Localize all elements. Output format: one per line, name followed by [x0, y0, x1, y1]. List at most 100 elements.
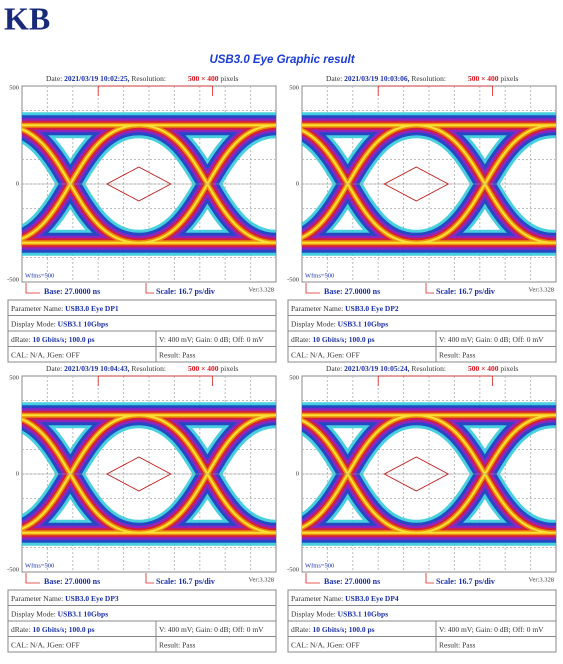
text-line: CAL: N/A, JGen: OFF — [291, 350, 360, 359]
marker-line — [377, 85, 493, 96]
text-part: CAL: N/A, JGen: OFF — [11, 350, 80, 359]
text-part: 2021/03/19 10:05:24, — [344, 364, 410, 373]
text-line: Result: Pass — [159, 350, 196, 359]
text-line: 500 × 400 pixels — [188, 364, 238, 373]
text-part: 500 × 400 — [188, 364, 219, 373]
text-part: 2021/03/19 10:02:25, — [64, 74, 130, 83]
text-line: Date: 2021/03/19 10:05:24, Resolution: — [326, 364, 446, 373]
text-line: Display Mode: USB3.1 10Gbps — [291, 609, 388, 618]
text-part: 500 × 400 — [188, 74, 219, 83]
text-line: Result: Pass — [159, 640, 196, 649]
text-line: CAL: N/A, JGen: OFF — [291, 640, 360, 649]
text-part: USB3.0 Eye DP1 — [65, 303, 119, 312]
text-part: USB3.1 10Gbps — [338, 319, 389, 328]
text-line: dRate: 10 Gbits/s; 100.0 ps — [291, 334, 375, 343]
text-part: Result: Pass — [439, 640, 476, 649]
text-line: Date: 2021/03/19 10:03:06, Resolution: — [326, 74, 446, 83]
y-label: -500 — [7, 566, 19, 573]
marker-line — [377, 375, 493, 386]
y-label: 500 — [289, 84, 299, 91]
y-label: 0 — [296, 180, 299, 187]
y-label: 500 — [9, 374, 19, 381]
marker-line — [97, 85, 213, 96]
base-marker — [305, 283, 320, 294]
text-part: 500 × 400 — [468, 74, 499, 83]
base-marker — [25, 283, 40, 294]
text-part: Parameter Name: — [11, 593, 63, 602]
text-part: CAL: N/A, JGen: OFF — [291, 640, 360, 649]
text-part: Resolution: — [411, 364, 446, 373]
y-label: -500 — [7, 276, 19, 283]
text-line: 500 × 400 pixels — [468, 364, 518, 373]
scale: Scale: 16.7 ps/div — [436, 577, 495, 586]
text-part: Result: Pass — [159, 640, 196, 649]
marker-line — [97, 375, 213, 386]
text-part: 10 Gbits/s; 100.0 ps — [312, 334, 374, 343]
text-part: USB3.0 Eye DP2 — [345, 303, 399, 312]
y-label: 500 — [9, 84, 19, 91]
wfms: Wfms=500 — [25, 562, 54, 569]
text-line: 500 × 400 pixels — [188, 74, 238, 83]
text-line: CAL: N/A, JGen: OFF — [11, 640, 80, 649]
eye-mask — [383, 456, 450, 492]
text-part: 10 Gbits/s; 100.0 ps — [32, 334, 94, 343]
text-line: Parameter Name: USB3.0 Eye DP3 — [11, 593, 119, 602]
text-line: dRate: 10 Gbits/s; 100.0 ps — [291, 624, 375, 633]
text-part: CAL: N/A, JGen: OFF — [11, 640, 80, 649]
y-label: 0 — [16, 180, 19, 187]
text-line: Date: 2021/03/19 10:02:25, Resolution: — [46, 74, 166, 83]
text-line: Display Mode: USB3.1 10Gbps — [11, 319, 108, 328]
eye-mask — [105, 456, 172, 492]
text-part: 2021/03/19 10:03:06, — [344, 74, 410, 83]
text-line: V: 400 mV; Gain: 0 dB; Off: 0 mV — [439, 624, 544, 633]
eye-mask — [383, 166, 450, 202]
y-label: 500 — [289, 374, 299, 381]
text-line: dRate: 10 Gbits/s; 100.0 ps — [11, 334, 95, 343]
text-line: V: 400 mV; Gain: 0 dB; Off: 0 mV — [159, 624, 264, 633]
text-line: Parameter Name: USB3.0 Eye DP1 — [11, 303, 119, 312]
text-part: dRate: — [11, 624, 31, 633]
version: Ver:3.328 — [249, 576, 274, 583]
logo: KB — [4, 0, 50, 36]
text-part: pixels — [220, 364, 238, 373]
text-part: 10 Gbits/s; 100.0 ps — [312, 624, 374, 633]
text-line: CAL: N/A, JGen: OFF — [11, 350, 80, 359]
text-part: 500 × 400 — [468, 364, 499, 373]
y-label: -500 — [287, 566, 299, 573]
text-line: Parameter Name: USB3.0 Eye DP2 — [291, 303, 399, 312]
text-line: Date: 2021/03/19 10:04:43, Resolution: — [46, 364, 166, 373]
eye-diagram — [22, 86, 276, 282]
y-label: 0 — [296, 470, 299, 477]
text-line: V: 400 mV; Gain: 0 dB; Off: 0 mV — [159, 334, 264, 343]
text-part: pixels — [500, 74, 518, 83]
y-label: 0 — [16, 470, 19, 477]
wfms: Wfms=500 — [305, 272, 334, 279]
text-part: Date: — [46, 74, 62, 83]
scale: Scale: 16.7 ps/div — [156, 287, 215, 296]
text-part: USB3.0 Eye DP4 — [345, 593, 399, 602]
text-line: Display Mode: USB3.1 10Gbps — [291, 319, 388, 328]
text-part: V: 400 mV; Gain: 0 dB; Off: 0 mV — [439, 334, 544, 343]
text-part: Parameter Name: — [291, 303, 343, 312]
base: Base: 27.0000 ns — [324, 577, 380, 586]
scale-marker — [145, 573, 154, 584]
text-part: dRate: — [291, 334, 311, 343]
text-part: 2021/03/19 10:04:43, — [64, 364, 130, 373]
base: Base: 27.0000 ns — [44, 577, 100, 586]
text-part: Display Mode: — [11, 319, 56, 328]
y-label: -500 — [287, 276, 299, 283]
text-part: Result: Pass — [439, 350, 476, 359]
scale-marker — [145, 283, 154, 294]
text-part: Resolution: — [131, 74, 166, 83]
text-part: V: 400 mV; Gain: 0 dB; Off: 0 mV — [159, 624, 264, 633]
base: Base: 27.0000 ns — [44, 287, 100, 296]
text-part: CAL: N/A, JGen: OFF — [291, 350, 360, 359]
eye-diagram — [302, 376, 556, 572]
text-part: Display Mode: — [291, 609, 336, 618]
text-part: USB3.0 Eye DP3 — [65, 593, 119, 602]
version: Ver:3.328 — [529, 576, 554, 583]
eye-mask — [105, 166, 172, 202]
text-part: pixels — [500, 364, 518, 373]
text-part: Result: Pass — [159, 350, 196, 359]
